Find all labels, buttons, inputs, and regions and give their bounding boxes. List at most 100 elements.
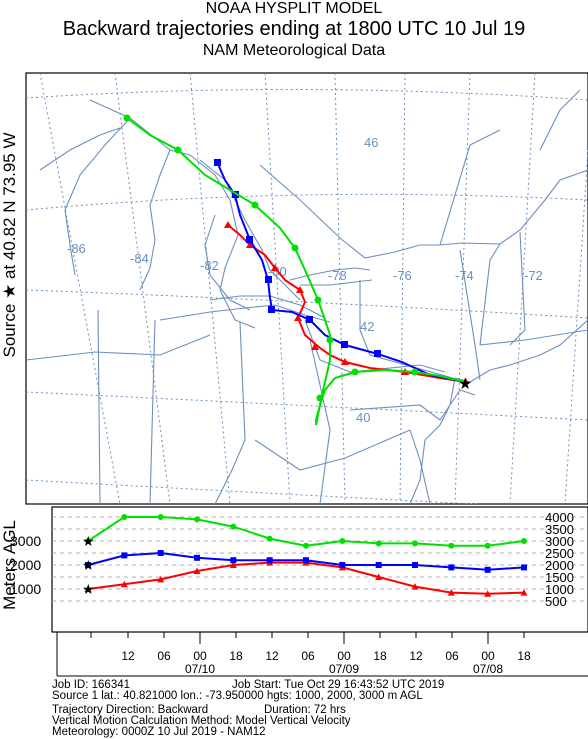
trajectory-direction: Trajectory Direction: Backward [52,704,209,716]
hour-label: 00 [337,649,351,663]
traj-marker [174,146,182,154]
traj-marker [326,336,334,344]
source-info: Source 1 lat.: 40.821000 lon.: -73.95000… [52,690,423,702]
height-point [448,542,455,549]
height-point [85,562,91,568]
time-axis [56,632,588,677]
height-point [157,550,164,556]
hour-label: 06 [445,649,459,663]
traj-marker [246,241,254,248]
hour-label: 06 [301,649,315,663]
height-point [230,523,237,530]
trajectory-3000m [123,114,467,426]
height-point [484,542,491,549]
traj-marker [251,201,259,209]
height-point [194,516,200,523]
hour-label: 00 [481,649,495,663]
height-right-ticks: 4000 3500 3000 2500 2000 1500 1000 500 [545,510,574,609]
lon-label: -78 [328,268,347,283]
header-line-3: NAM Meteorological Data [202,42,386,59]
right-tick-label: 500 [545,594,567,609]
right-tick-label: 3500 [545,522,574,537]
traj-marker [316,394,324,402]
header-line-1: NOAA HYSPLIT MODEL [205,0,383,17]
header-line-2: Backward trajectories ending at 1800 UTC… [62,18,526,40]
height-point [375,573,383,580]
height-point [266,535,273,542]
source-star-icon: ★ [458,376,472,393]
height-point [484,566,491,573]
lon-label: -74 [455,268,474,283]
height-point [193,567,201,574]
height-point [521,564,527,571]
traj-marker [246,236,253,243]
traj-marker [265,276,272,283]
traj-marker [341,358,349,365]
height-point [521,538,527,544]
height-point [339,562,346,568]
traj-marker [411,368,419,376]
date-label: 07/10 [185,662,215,676]
height-panel-frame [51,506,588,633]
traj-marker [123,114,131,122]
hour-label: 00 [193,649,207,663]
map-boundaries [26,89,588,504]
traj-marker [314,296,322,304]
date-label: 07/08 [473,662,503,676]
hour-label: 06 [157,649,171,663]
height-profile-lines [84,514,528,597]
height-point [121,514,128,520]
traj-marker [294,314,302,321]
height-point [484,590,492,597]
height-point [121,552,128,559]
traj-marker [351,368,359,376]
map-grid [26,73,588,504]
height-point [412,540,418,547]
lat-label: 40 [356,410,370,425]
height-point [266,557,273,564]
traj-marker [374,350,381,357]
hour-label: 12 [409,649,423,663]
height-point [520,589,528,596]
height-point [157,575,165,583]
job-start: Job Start: Tue Oct 29 16:43:52 UTC 2019 [232,679,445,691]
height-point [230,557,237,564]
height-point [85,538,91,544]
height-point [412,562,418,568]
date-label: 07/09 [329,662,359,676]
right-tick-label: 2500 [545,546,574,561]
height-point [120,580,128,588]
height-point [375,540,382,547]
traj-marker [271,264,279,271]
right-tick-label: 4000 [545,510,574,525]
traj-marker [232,191,239,198]
height-point [303,557,309,564]
job-info-footer: Job ID: 166341 Job Start: Tue Oct 29 16:… [52,679,582,737]
height-point [194,554,200,561]
lon-label: -84 [130,251,149,266]
right-tick-label: 1000 [545,582,574,597]
trajectory-2000m [214,159,467,383]
height-point [157,514,164,520]
hour-label: 12 [121,649,135,663]
traj-marker [268,306,275,313]
job-id: Job ID: 166341 [52,679,131,691]
height-grid [52,516,588,602]
date-labels: 07/10 07/09 07/08 [185,662,503,676]
left-tick-label: 3000 [10,533,41,549]
traj-marker [311,343,319,350]
right-tick-label: 3000 [545,534,574,549]
traj-marker [291,244,299,252]
traj-marker [214,159,221,166]
left-tick-label: 1000 [10,581,41,597]
right-tick-label: 1500 [545,570,574,585]
start-star-icon: ★ [82,533,95,549]
height-point [303,542,309,549]
map-frame [25,72,588,505]
duration: Duration: 72 hrs [264,704,346,716]
height-point [339,538,346,544]
height-point [229,561,237,568]
lat-label: 42 [360,319,374,334]
start-star-icon: ★ [82,581,95,597]
